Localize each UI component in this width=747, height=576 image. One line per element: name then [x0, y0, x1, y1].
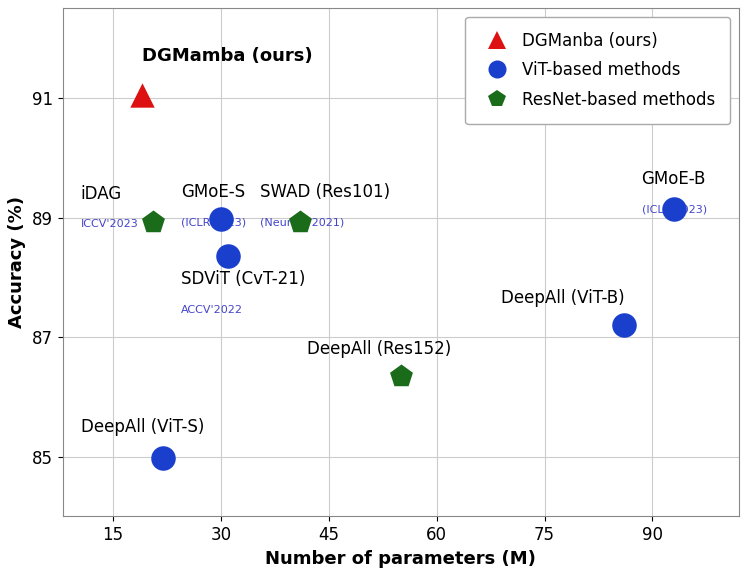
- Y-axis label: Accuracy (%): Accuracy (%): [8, 196, 26, 328]
- Text: DeepAll (ViT-B): DeepAll (ViT-B): [501, 289, 625, 307]
- Text: DGMamba (ours): DGMamba (ours): [142, 47, 312, 65]
- Point: [294, 217, 306, 226]
- Point: [146, 217, 158, 226]
- Text: GMoE-S: GMoE-S: [182, 183, 246, 201]
- X-axis label: Number of parameters (M): Number of parameters (M): [265, 550, 536, 568]
- Text: ICCV'2023: ICCV'2023: [81, 219, 138, 229]
- Point: [158, 454, 170, 463]
- Text: DeepAll (ViT-S): DeepAll (ViT-S): [81, 418, 204, 435]
- Text: iDAG: iDAG: [81, 184, 122, 203]
- Text: DeepAll (Res152): DeepAll (Res152): [307, 340, 451, 358]
- Legend: DGManba (ours), ViT-based methods, ResNet-based methods: DGManba (ours), ViT-based methods, ResNe…: [465, 17, 731, 124]
- Point: [215, 215, 227, 224]
- Point: [222, 252, 234, 261]
- Text: (NeurIPS'2021): (NeurIPS'2021): [261, 218, 344, 228]
- Point: [136, 90, 148, 100]
- Point: [618, 320, 630, 329]
- Text: ACCV'2022: ACCV'2022: [182, 305, 244, 315]
- Text: (ICLR'2023): (ICLR'2023): [182, 218, 247, 228]
- Text: GMoE-B: GMoE-B: [642, 170, 706, 188]
- Text: SWAD (Res101): SWAD (Res101): [261, 183, 391, 201]
- Text: SDViT (CvT-21): SDViT (CvT-21): [182, 270, 306, 288]
- Point: [668, 204, 680, 213]
- Point: [394, 372, 406, 381]
- Text: (ICLR'2023): (ICLR'2023): [642, 204, 707, 214]
